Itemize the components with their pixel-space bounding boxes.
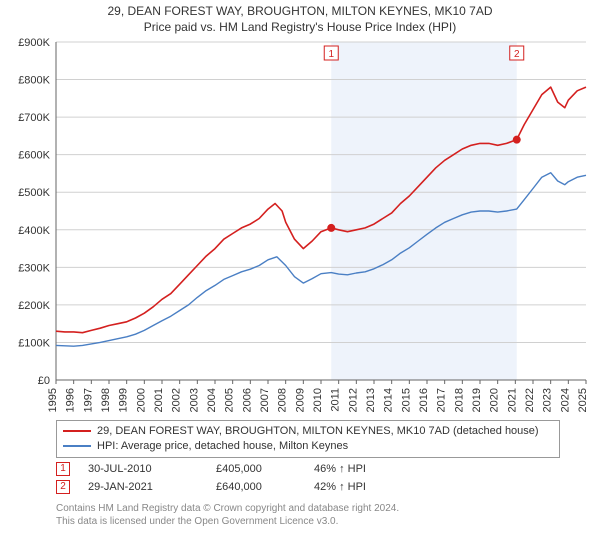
line-chart: £0 £100K £200K £300K £400K £500K £600K £700K £80… (0, 36, 600, 416)
svg-text:2000: 2000 (135, 388, 147, 412)
svg-text:2011: 2011 (330, 388, 342, 412)
events-table: 1 30-JUL-2010 £405,000 46% ↑ HPI 2 29-JA… (56, 460, 560, 496)
svg-text:2024: 2024 (559, 388, 571, 412)
svg-text:£300K: £300K (18, 262, 50, 274)
svg-text:2006: 2006 (241, 388, 253, 412)
event-date-1: 30-JUL-2010 (88, 463, 198, 475)
svg-text:2002: 2002 (171, 388, 183, 412)
svg-text:1999: 1999 (118, 388, 130, 412)
svg-text:2008: 2008 (277, 388, 289, 412)
svg-text:£600K: £600K (18, 150, 50, 162)
event-price-2: £640,000 (216, 481, 296, 493)
event-marker-2: 2 (56, 480, 70, 494)
svg-text:2012: 2012 (347, 388, 359, 412)
event-date-2: 29-JAN-2021 (88, 481, 198, 493)
event-row-2: 2 29-JAN-2021 £640,000 42% ↑ HPI (56, 478, 560, 496)
svg-text:£700K: £700K (18, 112, 50, 124)
legend-row-subject: 29, DEAN FOREST WAY, BROUGHTON, MILTON K… (63, 424, 553, 439)
legend-swatch-subject (63, 430, 91, 432)
event-price-1: £405,000 (216, 463, 296, 475)
svg-text:2004: 2004 (206, 388, 218, 412)
chart-title-line2: Price paid vs. HM Land Registry's House … (0, 20, 600, 34)
footer: Contains HM Land Registry data © Crown c… (56, 502, 560, 528)
svg-text:1997: 1997 (82, 388, 94, 412)
svg-text:2015: 2015 (400, 388, 412, 412)
event-delta-1: 46% ↑ HPI (314, 463, 424, 475)
svg-text:2010: 2010 (312, 388, 324, 412)
svg-text:£500K: £500K (18, 187, 50, 199)
svg-text:£0: £0 (38, 375, 50, 387)
svg-text:2005: 2005 (224, 388, 236, 412)
svg-text:2019: 2019 (471, 388, 483, 412)
svg-text:2016: 2016 (418, 388, 430, 412)
chart-title-line1: 29, DEAN FOREST WAY, BROUGHTON, MILTON K… (0, 4, 600, 18)
svg-text:£100K: £100K (18, 337, 50, 349)
svg-text:£800K: £800K (18, 75, 50, 87)
svg-text:1998: 1998 (100, 388, 112, 412)
svg-text:2021: 2021 (506, 388, 518, 412)
svg-text:1995: 1995 (47, 388, 59, 412)
svg-text:£200K: £200K (18, 300, 50, 312)
legend-label-subject: 29, DEAN FOREST WAY, BROUGHTON, MILTON K… (97, 424, 539, 439)
svg-text:£900K: £900K (18, 37, 50, 49)
svg-text:2009: 2009 (294, 388, 306, 412)
chart-title-block: 29, DEAN FOREST WAY, BROUGHTON, MILTON K… (0, 0, 600, 36)
event-marker-1: 1 (56, 462, 70, 476)
svg-text:2003: 2003 (188, 388, 200, 412)
svg-text:1: 1 (328, 49, 334, 60)
svg-text:2014: 2014 (383, 388, 395, 412)
legend-label-hpi: HPI: Average price, detached house, Milt… (97, 439, 348, 454)
footer-line2: This data is licensed under the Open Gov… (56, 515, 560, 528)
legend-swatch-hpi (63, 445, 91, 447)
legend: 29, DEAN FOREST WAY, BROUGHTON, MILTON K… (56, 420, 560, 458)
svg-text:2013: 2013 (365, 388, 377, 412)
svg-text:2020: 2020 (489, 388, 501, 412)
svg-text:2025: 2025 (577, 388, 589, 412)
event-row-1: 1 30-JUL-2010 £405,000 46% ↑ HPI (56, 460, 560, 478)
svg-text:£400K: £400K (18, 225, 50, 237)
legend-row-hpi: HPI: Average price, detached house, Milt… (63, 439, 553, 454)
svg-text:1996: 1996 (65, 388, 77, 412)
chart-area: £0 £100K £200K £300K £400K £500K £600K £700K £80… (0, 36, 600, 416)
footer-line1: Contains HM Land Registry data © Crown c… (56, 502, 560, 515)
svg-text:2023: 2023 (542, 388, 554, 412)
svg-text:2007: 2007 (259, 388, 271, 412)
svg-text:2017: 2017 (436, 388, 448, 412)
svg-text:2018: 2018 (453, 388, 465, 412)
svg-text:2022: 2022 (524, 388, 536, 412)
svg-text:2: 2 (514, 49, 520, 60)
event-delta-2: 42% ↑ HPI (314, 481, 424, 493)
svg-text:2001: 2001 (153, 388, 165, 412)
